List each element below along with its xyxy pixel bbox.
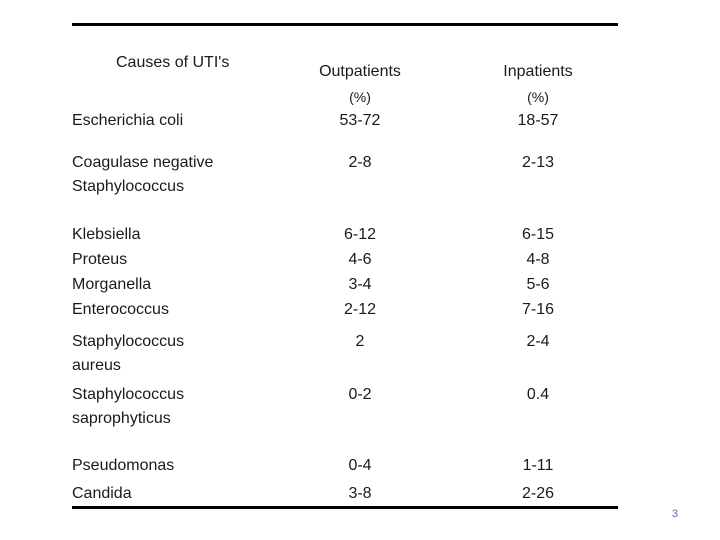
page-number: 3 xyxy=(671,508,678,520)
organism-label: Enterococcus xyxy=(72,301,169,318)
organism-label: Proteus xyxy=(72,251,128,268)
organism-label: Candida xyxy=(72,485,132,502)
outpatients-value: 6-12 xyxy=(343,226,377,243)
outpatients-value: 0-4 xyxy=(348,457,372,474)
outpatients-value: 53-72 xyxy=(339,112,381,129)
organism-label: Staphylococcus xyxy=(72,333,185,350)
inpatients-value: 0.4 xyxy=(526,386,550,403)
inpatients-value: 4-8 xyxy=(526,251,550,268)
organism-label: aureus xyxy=(72,357,121,374)
organism-label: Escherichia coli xyxy=(72,112,184,129)
organism-label: saprophyticus xyxy=(72,410,171,427)
outpatients-value: 3-8 xyxy=(348,485,372,502)
organism-label: Pseudomonas xyxy=(72,457,175,474)
inpatients-value: 2-13 xyxy=(521,154,555,171)
organism-label: Morganella xyxy=(72,276,152,293)
inpatients-value: 5-6 xyxy=(526,276,550,293)
table-bottom-rule xyxy=(72,506,618,509)
outpatients-value: 4-6 xyxy=(348,251,372,268)
inpatients-unit: (%) xyxy=(527,89,549,105)
outpatients-value: 0-2 xyxy=(348,386,372,403)
table-top-rule xyxy=(72,23,618,26)
inpatients-value: 2-26 xyxy=(521,485,555,502)
outpatients-value: 2-12 xyxy=(343,301,377,318)
organism-label: Klebsiella xyxy=(72,226,141,243)
inpatients-value: 7-16 xyxy=(521,301,555,318)
outpatients-value: 3-4 xyxy=(348,276,372,293)
causes-header: Causes of UTI's xyxy=(116,54,230,71)
outpatients-value: 2 xyxy=(355,333,365,350)
organism-label: Staphylococcus xyxy=(72,178,185,195)
outpatients-unit: (%) xyxy=(349,89,371,105)
organism-label: Coagulase negative xyxy=(72,154,214,171)
inpatients-header: Inpatients xyxy=(503,63,573,80)
organism-label: Staphylococcus xyxy=(72,386,185,403)
outpatients-header: Outpatients xyxy=(319,63,401,80)
inpatients-value: 6-15 xyxy=(521,226,555,243)
outpatients-value: 2-8 xyxy=(348,154,372,171)
inpatients-value: 2-4 xyxy=(526,333,550,350)
inpatients-value: 18-57 xyxy=(517,112,559,129)
inpatients-value: 1-11 xyxy=(522,457,554,474)
